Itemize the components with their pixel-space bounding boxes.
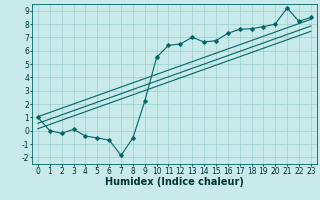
X-axis label: Humidex (Indice chaleur): Humidex (Indice chaleur) xyxy=(105,177,244,187)
